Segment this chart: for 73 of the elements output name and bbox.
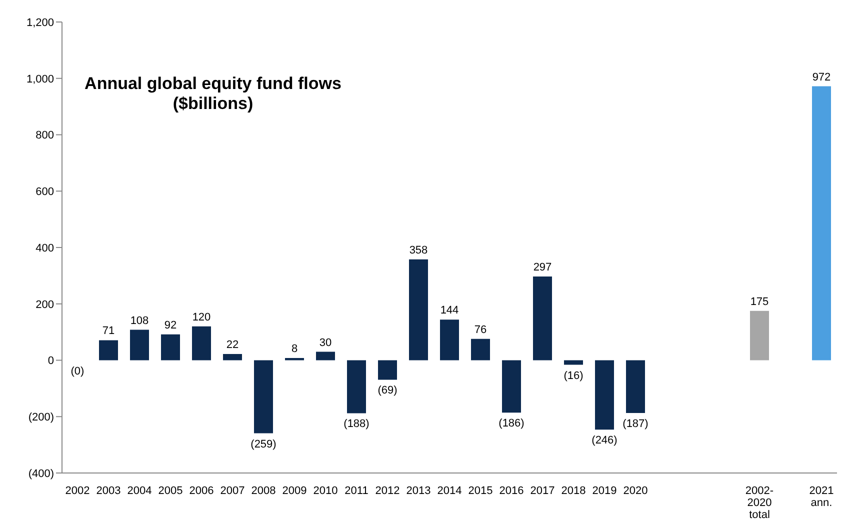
x-tick-label: 2002- 2020 total bbox=[745, 485, 774, 521]
data-label: (187) bbox=[622, 418, 648, 430]
y-tick-label: (400) bbox=[28, 468, 54, 480]
x-tick-label: 2009 bbox=[282, 485, 307, 497]
bar bbox=[502, 360, 521, 413]
x-tick-label: 2019 bbox=[592, 485, 617, 497]
data-label: (16) bbox=[564, 370, 584, 382]
bar bbox=[750, 310, 769, 360]
x-tick-label: 2015 bbox=[468, 485, 493, 497]
bar bbox=[285, 358, 304, 360]
x-tick-label: 2013 bbox=[406, 485, 431, 497]
y-tick-label: 200 bbox=[36, 298, 54, 311]
data-label: 22 bbox=[226, 339, 239, 352]
x-tick-label: 2005 bbox=[158, 485, 183, 497]
bar bbox=[347, 360, 366, 414]
x-tick-label: 2008 bbox=[251, 485, 276, 497]
data-label: (69) bbox=[378, 384, 398, 397]
bar bbox=[130, 330, 149, 360]
bar bbox=[378, 360, 397, 380]
bar bbox=[564, 360, 583, 365]
data-label: 120 bbox=[192, 311, 211, 324]
x-tick-label: 2004 bbox=[127, 485, 152, 497]
x-tick-label: 2007 bbox=[220, 485, 245, 497]
bar bbox=[471, 338, 490, 360]
data-label: 972 bbox=[812, 71, 831, 84]
x-tick-label: 2014 bbox=[437, 485, 462, 497]
text: Annual global equity fund flows bbox=[84, 74, 342, 94]
data-label: 297 bbox=[533, 262, 552, 274]
data-label: 108 bbox=[130, 314, 149, 327]
x-tick-label: 2021 ann. bbox=[809, 485, 834, 509]
y-tick-label: 400 bbox=[36, 242, 54, 254]
data-label: (259) bbox=[250, 438, 276, 450]
bar bbox=[99, 340, 118, 360]
x-tick-label: 2002 bbox=[65, 485, 90, 497]
data-label: 175 bbox=[750, 296, 769, 308]
y-tick-label: 0 bbox=[48, 355, 54, 368]
x-tick-label: 2020 bbox=[623, 485, 648, 497]
bar bbox=[254, 360, 273, 434]
bar bbox=[409, 259, 428, 360]
x-tick-label: 2006 bbox=[189, 485, 214, 497]
y-tick-label: 1,200 bbox=[26, 16, 54, 29]
bar bbox=[812, 86, 831, 360]
data-label: (246) bbox=[592, 434, 618, 447]
data-label: 144 bbox=[440, 304, 459, 317]
y-tick-label: 600 bbox=[36, 186, 54, 198]
bar bbox=[595, 360, 614, 430]
x-tick-label: 2018 bbox=[561, 485, 586, 497]
data-label: (186) bbox=[498, 418, 524, 430]
x-tick-label: 2011 bbox=[344, 485, 368, 497]
text: ($billions) bbox=[172, 94, 254, 114]
y-tick-label: 1,000 bbox=[26, 73, 54, 86]
data-label: (188) bbox=[344, 418, 370, 430]
y-tick-label: 800 bbox=[36, 130, 54, 142]
data-label: 71 bbox=[102, 325, 115, 338]
data-label: 8 bbox=[291, 342, 298, 355]
y-tick-label: (200) bbox=[28, 412, 54, 424]
data-label: 30 bbox=[319, 336, 332, 349]
x-tick-label: 2017 bbox=[530, 485, 555, 497]
x-tick-label: 2010 bbox=[313, 485, 338, 497]
bar bbox=[223, 354, 242, 360]
x-tick-label: 2016 bbox=[499, 485, 524, 497]
x-tick-label: 2012 bbox=[375, 485, 400, 497]
bar bbox=[440, 320, 459, 360]
data-label: 92 bbox=[164, 319, 177, 332]
bar bbox=[161, 334, 180, 360]
bar bbox=[316, 352, 335, 360]
data-label: (0) bbox=[70, 365, 84, 378]
bar bbox=[192, 326, 211, 360]
data-label: 358 bbox=[409, 244, 428, 256]
data-label: 76 bbox=[474, 324, 487, 336]
x-tick-label: 2003 bbox=[96, 485, 121, 497]
bar bbox=[626, 360, 645, 413]
bar bbox=[533, 276, 552, 360]
